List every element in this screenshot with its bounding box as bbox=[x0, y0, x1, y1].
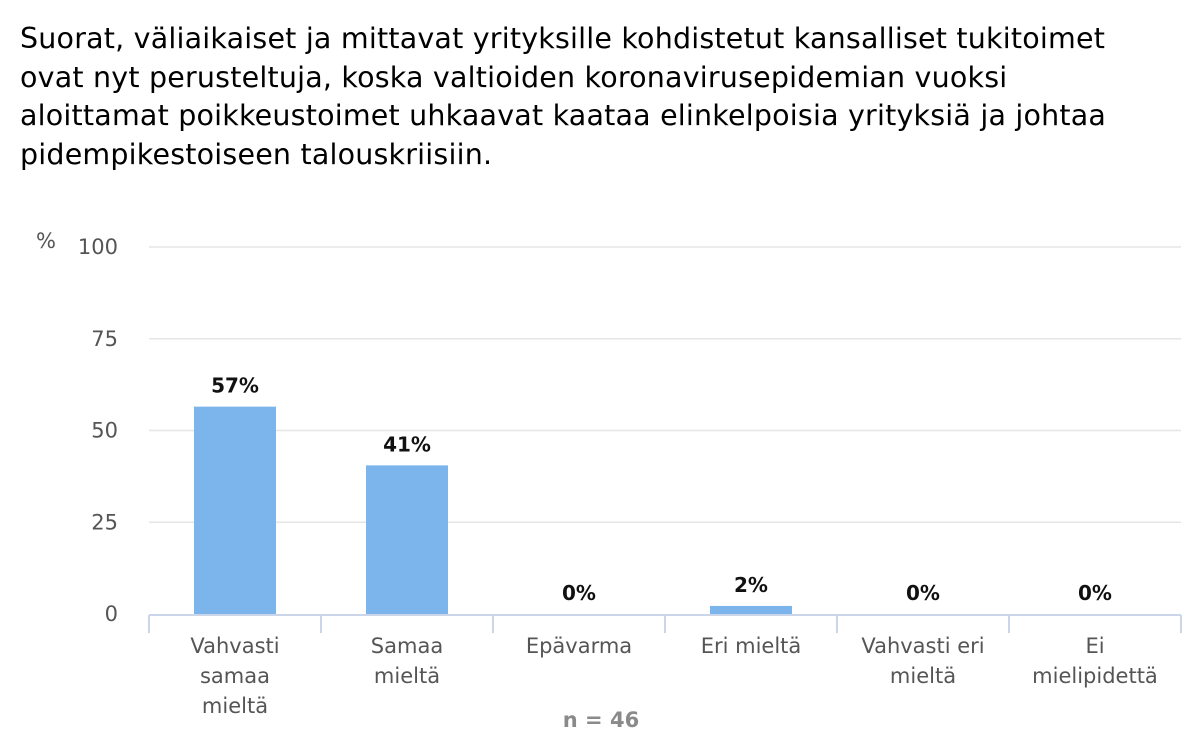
data-label: 0% bbox=[562, 581, 596, 605]
y-tick-label: 25 bbox=[91, 510, 118, 534]
x-tick-label: Vahvasti samaa mieltä bbox=[190, 634, 279, 718]
y-axis-label: % bbox=[36, 229, 56, 253]
x-tick-label: Samaa mieltä bbox=[371, 634, 443, 688]
x-tick-label: Epävarma bbox=[526, 634, 632, 658]
data-label: 0% bbox=[906, 581, 940, 605]
y-axis-ticks: 0 25 50 75 100 bbox=[78, 235, 118, 626]
grid-lines bbox=[149, 246, 1181, 523]
bar[interactable] bbox=[710, 605, 792, 614]
bar[interactable] bbox=[194, 406, 276, 614]
x-tick-label: Eri mieltä bbox=[701, 634, 802, 658]
x-tick-label: Ei mielipidettä bbox=[1032, 634, 1158, 688]
data-label: 2% bbox=[734, 573, 768, 597]
y-tick-label: 75 bbox=[91, 327, 118, 351]
x-tick-label: Vahvasti eri mieltä bbox=[861, 634, 984, 688]
y-tick-label: 0 bbox=[105, 602, 118, 626]
bars bbox=[194, 406, 792, 614]
data-label: 0% bbox=[1078, 581, 1112, 605]
y-tick-label: 50 bbox=[91, 419, 118, 443]
data-label: 41% bbox=[383, 432, 431, 456]
chart-title: Suorat, väliaikaiset ja mittavat yrityks… bbox=[20, 22, 1107, 171]
x-axis: Vahvasti samaa mieltä Samaa mieltä Epävarma Er… bbox=[148, 614, 1182, 718]
data-labels: 57% 41% 0% 2% 0% 0% bbox=[211, 374, 1112, 605]
sample-size-label: n = 46 bbox=[563, 708, 639, 732]
bar[interactable] bbox=[366, 465, 448, 614]
data-label: 57% bbox=[211, 374, 259, 398]
y-tick-label: 100 bbox=[78, 235, 118, 259]
